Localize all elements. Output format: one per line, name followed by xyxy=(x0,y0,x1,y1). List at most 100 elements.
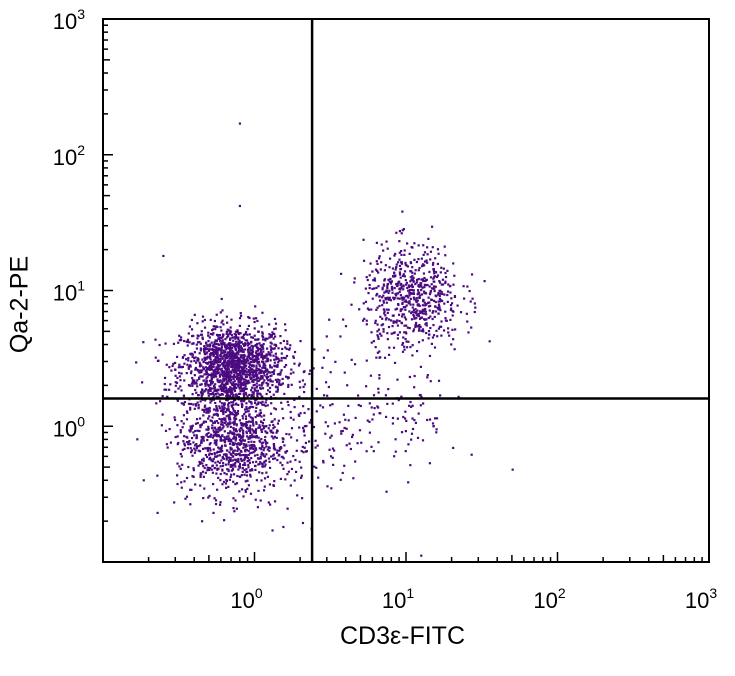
data-point xyxy=(214,373,217,376)
data-point xyxy=(389,299,393,302)
data-point xyxy=(200,423,203,427)
data-point xyxy=(433,272,436,275)
data-point xyxy=(255,403,258,406)
data-point xyxy=(396,319,399,322)
data-point xyxy=(257,368,260,372)
data-point xyxy=(185,372,188,375)
data-point xyxy=(236,409,240,413)
data-point xyxy=(324,381,328,384)
data-point xyxy=(219,479,222,482)
data-point xyxy=(265,381,268,385)
data-point xyxy=(268,449,271,452)
data-point xyxy=(253,387,256,390)
data-point xyxy=(272,332,275,336)
data-point xyxy=(209,387,212,390)
data-point xyxy=(411,306,414,309)
data-point xyxy=(394,308,397,311)
data-point xyxy=(178,334,181,337)
data-point xyxy=(231,366,234,369)
data-point xyxy=(446,300,449,303)
data-point xyxy=(224,391,227,394)
data-point xyxy=(314,446,317,449)
data-point xyxy=(252,372,255,375)
data-point xyxy=(270,435,273,438)
data-point xyxy=(403,270,407,273)
data-point xyxy=(230,404,233,407)
data-point xyxy=(410,288,414,292)
data-point xyxy=(276,449,279,452)
data-point xyxy=(282,417,285,420)
data-point xyxy=(212,434,215,437)
data-point xyxy=(237,349,240,352)
data-point xyxy=(216,435,219,438)
data-point xyxy=(204,389,207,392)
data-point xyxy=(252,395,255,398)
data-point xyxy=(342,318,345,321)
data-point xyxy=(192,469,195,472)
data-point xyxy=(216,350,219,353)
data-point xyxy=(230,318,233,321)
data-point xyxy=(190,449,193,452)
data-point xyxy=(283,444,286,447)
data-point xyxy=(309,369,312,372)
data-point xyxy=(401,341,405,345)
data-point xyxy=(436,335,439,338)
data-point xyxy=(246,421,249,424)
data-point xyxy=(264,430,267,433)
data-point xyxy=(228,375,231,378)
data-point xyxy=(378,356,381,359)
data-point xyxy=(218,380,221,384)
data-point xyxy=(270,402,273,405)
data-point xyxy=(209,363,213,366)
data-point xyxy=(225,344,229,347)
data-point xyxy=(202,457,205,460)
data-point xyxy=(249,363,252,366)
data-point xyxy=(211,363,214,366)
data-point xyxy=(308,421,311,424)
data-point xyxy=(315,466,318,469)
data-point xyxy=(308,372,311,376)
data-point xyxy=(199,417,202,420)
data-point xyxy=(218,454,221,457)
data-point xyxy=(212,332,215,335)
data-point xyxy=(349,447,352,451)
data-point xyxy=(221,455,224,459)
data-point xyxy=(227,360,230,363)
data-point xyxy=(200,520,204,523)
data-point xyxy=(435,275,439,279)
data-point xyxy=(242,378,245,381)
data-point xyxy=(180,486,183,489)
data-point xyxy=(384,264,387,267)
data-point xyxy=(251,354,255,357)
data-point xyxy=(250,364,254,367)
data-point xyxy=(181,365,185,368)
data-point xyxy=(218,429,221,432)
data-point xyxy=(238,435,241,438)
data-point xyxy=(211,464,214,468)
data-point xyxy=(252,391,255,394)
data-point xyxy=(367,308,371,311)
data-point xyxy=(217,476,220,480)
data-point xyxy=(440,334,443,337)
data-point xyxy=(273,343,276,346)
data-point xyxy=(378,304,381,308)
data-point xyxy=(425,331,428,335)
data-point xyxy=(259,411,263,415)
data-point xyxy=(208,456,212,459)
data-point xyxy=(290,436,293,439)
data-point xyxy=(262,489,266,492)
data-point xyxy=(269,366,272,369)
data-point xyxy=(219,384,223,387)
data-point xyxy=(465,312,468,315)
data-point xyxy=(257,357,260,360)
data-point xyxy=(348,442,351,445)
y-tick-label: 101 xyxy=(53,278,85,306)
data-point xyxy=(220,392,223,396)
data-point xyxy=(237,378,240,381)
data-point xyxy=(265,360,268,363)
data-point xyxy=(365,319,368,322)
data-point xyxy=(237,376,240,379)
data-point xyxy=(227,460,231,464)
data-point xyxy=(384,318,388,321)
data-point xyxy=(365,323,368,326)
